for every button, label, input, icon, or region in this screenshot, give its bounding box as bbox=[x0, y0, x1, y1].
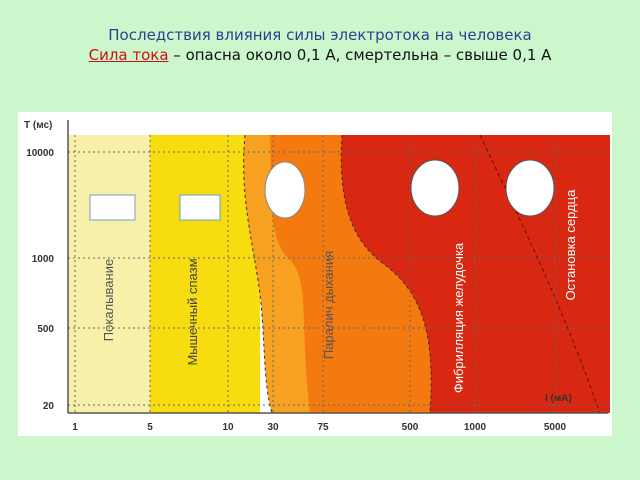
boundary bbox=[479, 134, 601, 414]
y-tick-label: 20 bbox=[43, 401, 55, 412]
zone-label: Покалывание bbox=[101, 259, 116, 341]
boundary bbox=[340, 134, 432, 414]
slide-subtitle: Сила тока – опасна около 0,1 А, смертель… bbox=[0, 46, 640, 64]
lungs-icon bbox=[264, 161, 306, 219]
heart-icon bbox=[410, 159, 460, 217]
boundary bbox=[243, 134, 273, 414]
x-tick-label: 5 bbox=[147, 422, 153, 433]
x-axis-label: I (мА) bbox=[545, 393, 572, 404]
y-axis-label: T (мс) bbox=[24, 120, 52, 131]
hand-icon bbox=[179, 194, 221, 221]
zone-label: Остановка сердца bbox=[563, 189, 578, 300]
slide-title: Последствия влияния силы электротока на … bbox=[108, 26, 532, 44]
heart-icon bbox=[505, 159, 555, 217]
zone-label: Паралич дыхания bbox=[321, 251, 336, 359]
y-tick-label: 500 bbox=[37, 324, 54, 335]
subtitle-highlight: Сила тока bbox=[88, 46, 169, 64]
x-tick-label: 500 bbox=[402, 422, 419, 433]
x-tick-label: 5000 bbox=[544, 422, 567, 433]
x-tick-label: 75 bbox=[317, 422, 329, 433]
x-tick-label: 1000 bbox=[464, 422, 487, 433]
x-tick-label: 10 bbox=[222, 422, 234, 433]
zone-label: Мышечный спазм bbox=[185, 258, 200, 365]
zone-1 bbox=[68, 135, 150, 413]
zone-label: Фибрилляция желудочка bbox=[451, 242, 466, 393]
x-tick-label: 30 bbox=[267, 422, 279, 433]
subtitle-text: – опасна около 0,1 А, смертельна – свыше… bbox=[168, 46, 552, 64]
grid bbox=[68, 135, 610, 413]
x-tick-label: 1 bbox=[72, 422, 78, 433]
y-tick-label: 10000 bbox=[26, 148, 54, 159]
zone-2 bbox=[150, 135, 260, 413]
hand-icon bbox=[89, 194, 136, 221]
y-tick-label: 1000 bbox=[32, 254, 55, 265]
